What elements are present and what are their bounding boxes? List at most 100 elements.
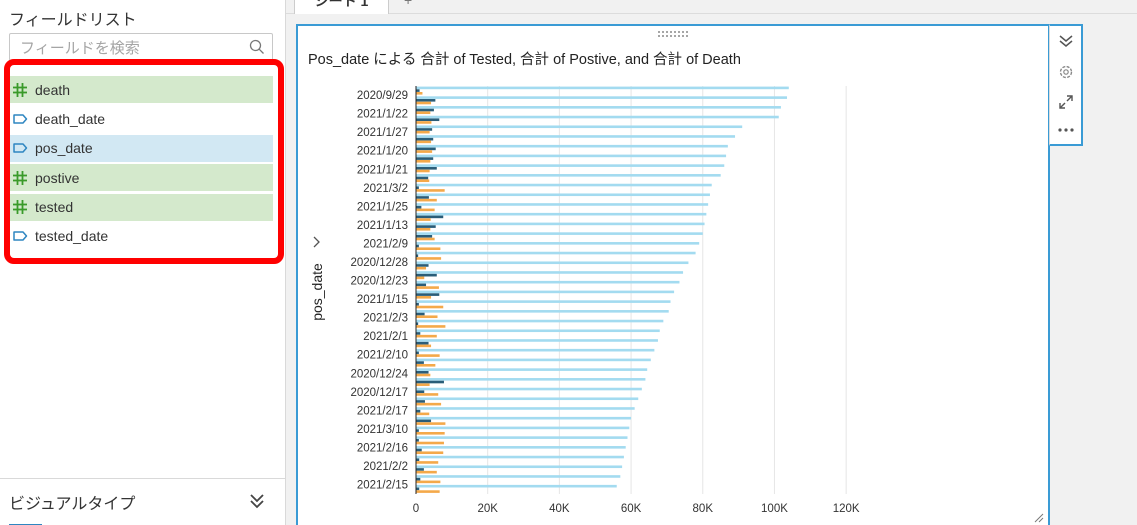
bar-postive[interactable] [416, 429, 419, 432]
chevron-double-down-icon[interactable] [247, 492, 267, 510]
bar-death[interactable] [416, 412, 430, 416]
bar-tested[interactable] [416, 455, 624, 459]
field-item-tested-date[interactable]: tested_date [9, 223, 273, 250]
bar-postive[interactable] [416, 118, 440, 122]
bar-postive[interactable] [416, 487, 420, 491]
bar-postive[interactable] [416, 477, 421, 481]
sheet-tab[interactable]: シート 1 [294, 0, 389, 14]
bar-tested[interactable] [416, 232, 703, 235]
bar-tested[interactable] [416, 106, 781, 109]
bar-tested[interactable] [416, 251, 696, 255]
gear-icon[interactable] [1056, 62, 1076, 82]
bar-tested[interactable] [416, 416, 632, 420]
bar-postive[interactable] [416, 176, 429, 180]
bar-tested[interactable] [416, 397, 639, 401]
bar-postive[interactable] [416, 322, 419, 326]
bar-death[interactable] [416, 121, 432, 124]
bar-tested[interactable] [416, 310, 669, 313]
field-search-input[interactable] [20, 38, 240, 58]
field-item-death[interactable]: death [9, 76, 273, 103]
bar-death[interactable] [416, 101, 432, 105]
bar-postive[interactable] [416, 264, 429, 267]
bar-tested[interactable] [416, 222, 705, 226]
more-options-icon[interactable] [1056, 120, 1076, 140]
bar-postive[interactable] [416, 361, 424, 364]
bar-tested[interactable] [416, 174, 721, 177]
bar-postive[interactable] [416, 312, 425, 316]
bar-death[interactable] [416, 441, 444, 445]
bar-tested[interactable] [416, 212, 707, 216]
bar-postive[interactable] [416, 215, 444, 219]
bar-death[interactable] [416, 480, 441, 484]
expand-icon[interactable] [1056, 92, 1076, 112]
bar-postive[interactable] [416, 254, 419, 258]
bar-tested[interactable] [416, 261, 689, 265]
bar-tested[interactable] [416, 242, 700, 245]
bar-postive[interactable] [416, 303, 419, 306]
search-icon[interactable] [249, 39, 265, 55]
bar-tested[interactable] [416, 203, 709, 206]
bar-death[interactable] [416, 179, 430, 183]
bar-postive[interactable] [416, 439, 419, 442]
bar-tested[interactable] [416, 465, 623, 469]
bar-tested[interactable] [416, 125, 743, 129]
field-item-postive[interactable]: postive [9, 164, 273, 192]
bar-death[interactable] [416, 130, 430, 134]
bar-death[interactable] [416, 160, 431, 163]
bar-postive[interactable] [416, 147, 436, 151]
bar-death[interactable] [416, 189, 445, 192]
bar-tested[interactable] [416, 135, 736, 138]
bar-death[interactable] [416, 150, 433, 153]
bar-postive[interactable] [416, 371, 429, 374]
bar-postive[interactable] [416, 448, 422, 452]
bar-tested[interactable] [416, 358, 651, 362]
bar-postive[interactable] [416, 186, 419, 190]
bar-death[interactable] [416, 461, 439, 464]
bar-postive[interactable] [416, 332, 421, 335]
bar-tested[interactable] [416, 329, 660, 333]
bar-postive[interactable] [416, 205, 422, 209]
bar-death[interactable] [416, 237, 435, 241]
resize-handle-icon[interactable] [1032, 511, 1044, 523]
bar-postive[interactable] [416, 409, 421, 413]
bar-tested[interactable] [416, 475, 621, 478]
bar-tested[interactable] [416, 407, 635, 410]
drag-handle-icon[interactable] [655, 30, 691, 38]
bar-postive[interactable] [416, 400, 425, 403]
bar-postive[interactable] [416, 137, 434, 141]
bar-tested[interactable] [416, 368, 648, 371]
bar-death[interactable] [416, 451, 444, 455]
bar-death[interactable] [416, 169, 430, 173]
bar-death[interactable] [416, 305, 444, 309]
bar-tested[interactable] [416, 387, 642, 391]
bar-death[interactable] [416, 257, 442, 260]
bar-death[interactable] [416, 296, 432, 299]
bar-tested[interactable] [416, 271, 684, 274]
bar-death[interactable] [416, 92, 423, 95]
bar-postive[interactable] [416, 99, 436, 102]
bar-death[interactable] [416, 432, 445, 435]
bar-postive[interactable] [416, 380, 444, 384]
drill-chevron-icon[interactable] [313, 236, 320, 248]
collapse-chevron-icon[interactable] [1056, 31, 1076, 51]
field-item-death-date[interactable]: death_date [9, 105, 273, 132]
bar-tested[interactable] [416, 96, 788, 99]
bar-postive[interactable] [416, 341, 429, 345]
bar-postive[interactable] [416, 167, 437, 170]
bar-death[interactable] [416, 276, 425, 280]
bar-postive[interactable] [416, 108, 434, 112]
bar-postive[interactable] [416, 244, 419, 248]
bar-death[interactable] [416, 334, 437, 338]
bar-postive[interactable] [416, 225, 436, 228]
bar-death[interactable] [416, 490, 440, 493]
bar-tested[interactable] [416, 319, 664, 323]
bar-death[interactable] [416, 198, 437, 202]
bar-tested[interactable] [416, 339, 658, 342]
bar-death[interactable] [416, 402, 442, 406]
bar-death[interactable] [416, 286, 439, 289]
bar-postive[interactable] [416, 419, 432, 423]
bar-death[interactable] [416, 344, 432, 348]
bar-postive[interactable] [416, 157, 434, 160]
add-sheet-button[interactable]: + [404, 0, 413, 8]
bar-death[interactable] [416, 325, 446, 328]
